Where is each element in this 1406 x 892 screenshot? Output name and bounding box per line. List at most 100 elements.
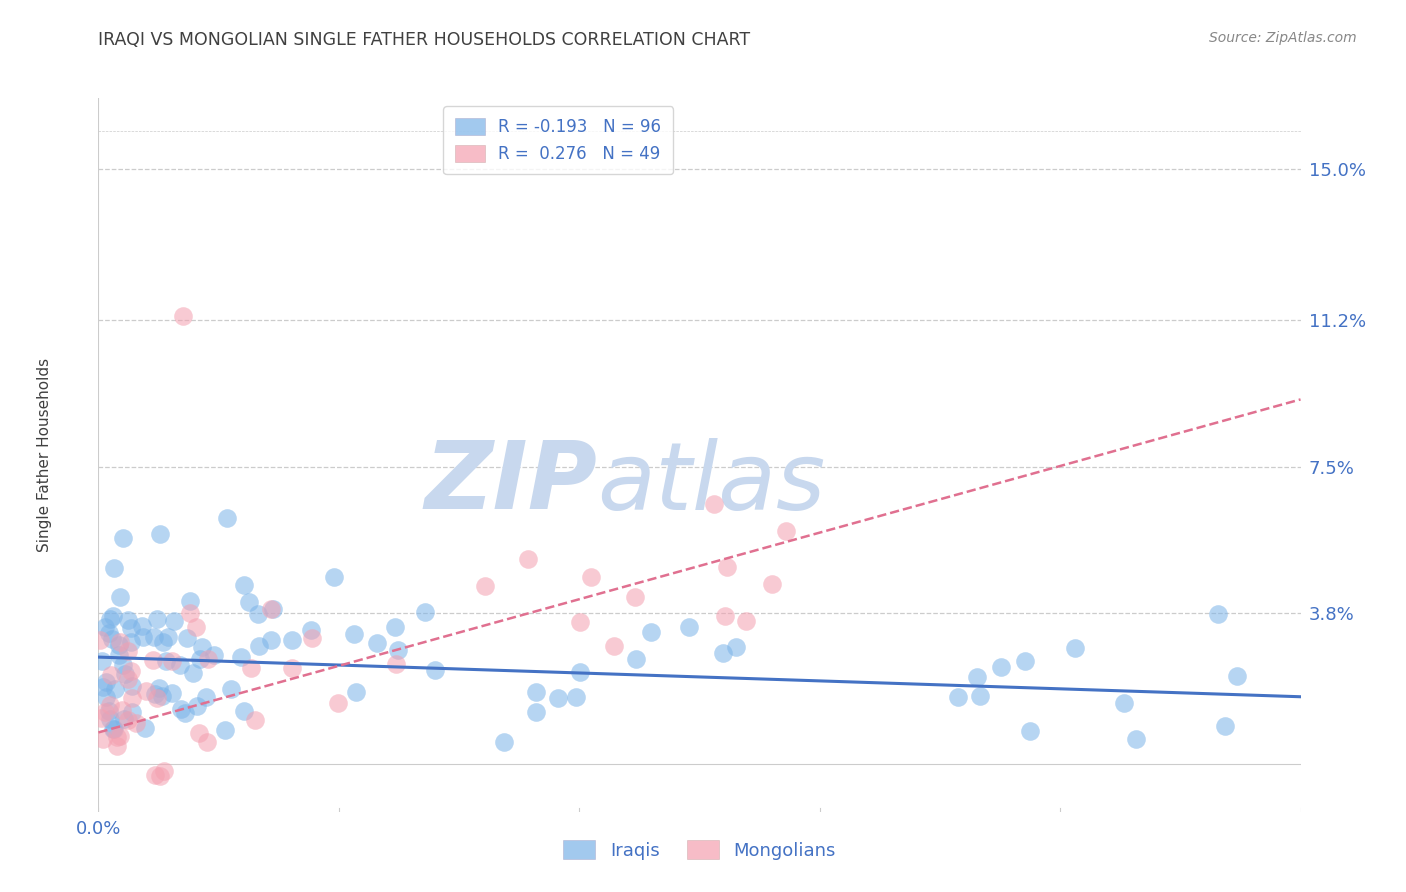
Point — [524, 685, 547, 699]
Point — [93, 731, 115, 746]
Point — [247, 639, 270, 653]
Point — [117, 644, 139, 658]
Point — [94, 705, 117, 719]
Point — [387, 643, 409, 657]
Point — [91, 655, 114, 669]
Point — [176, 631, 198, 645]
Point — [413, 605, 436, 619]
Point — [100, 668, 122, 682]
Point — [239, 661, 262, 675]
Point — [775, 524, 797, 539]
Point — [384, 620, 406, 634]
Point — [195, 735, 218, 749]
Point — [238, 595, 260, 609]
Point — [626, 652, 648, 666]
Point — [197, 652, 219, 666]
Point — [162, 654, 184, 668]
Point — [186, 698, 208, 713]
Point — [299, 624, 322, 638]
Point — [155, 654, 177, 668]
Point — [146, 690, 169, 705]
Point — [125, 716, 148, 731]
Point — [761, 576, 783, 591]
Point — [105, 739, 128, 753]
Point — [143, 768, 166, 782]
Point — [121, 706, 143, 720]
Point — [716, 560, 738, 574]
Point — [114, 666, 136, 681]
Point — [91, 680, 114, 694]
Point — [1206, 607, 1229, 621]
Point — [703, 497, 725, 511]
Point — [232, 704, 254, 718]
Point — [142, 653, 165, 667]
Point — [247, 607, 270, 622]
Point — [117, 613, 139, 627]
Point — [946, 690, 969, 705]
Point — [640, 625, 662, 640]
Point — [97, 625, 120, 640]
Point — [170, 702, 193, 716]
Point — [524, 705, 547, 719]
Point — [149, 769, 172, 783]
Point — [117, 713, 139, 727]
Point — [969, 689, 991, 703]
Point — [131, 619, 153, 633]
Point — [120, 622, 142, 636]
Point — [301, 631, 323, 645]
Point — [134, 721, 156, 735]
Point — [623, 590, 645, 604]
Point — [231, 650, 253, 665]
Point — [157, 631, 180, 645]
Point — [101, 609, 124, 624]
Point — [169, 657, 191, 672]
Point — [94, 690, 117, 705]
Point — [569, 665, 592, 679]
Point — [135, 684, 157, 698]
Point — [713, 646, 735, 660]
Point — [111, 658, 134, 673]
Point — [132, 630, 155, 644]
Point — [1226, 669, 1249, 683]
Text: IRAQI VS MONGOLIAN SINGLE FATHER HOUSEHOLDS CORRELATION CHART: IRAQI VS MONGOLIAN SINGLE FATHER HOUSEHO… — [98, 31, 751, 49]
Point — [111, 703, 134, 717]
Point — [1112, 696, 1135, 710]
Point — [344, 684, 367, 698]
Point — [1014, 655, 1036, 669]
Point — [547, 690, 569, 705]
Point — [94, 675, 117, 690]
Point — [152, 635, 174, 649]
Point — [188, 652, 211, 666]
Point — [107, 730, 129, 744]
Point — [219, 681, 242, 696]
Point — [121, 690, 143, 705]
Point — [343, 627, 366, 641]
Point — [90, 711, 112, 725]
Point — [101, 632, 124, 647]
Point — [281, 632, 304, 647]
Point — [966, 670, 988, 684]
Point — [260, 602, 283, 616]
Point — [1019, 723, 1042, 738]
Point — [494, 735, 516, 749]
Point — [163, 614, 186, 628]
Point — [120, 664, 142, 678]
Point — [108, 729, 131, 743]
Point — [98, 612, 121, 626]
Point — [153, 764, 176, 778]
Point — [117, 672, 139, 686]
Point — [280, 661, 302, 675]
Point — [263, 602, 285, 616]
Point — [150, 689, 173, 703]
Point — [89, 632, 111, 647]
Point — [990, 660, 1012, 674]
Point — [724, 640, 747, 655]
Text: Single Father Households: Single Father Households — [37, 358, 52, 552]
Point — [385, 657, 408, 671]
Point — [366, 635, 388, 649]
Point — [184, 620, 207, 634]
Point — [110, 635, 132, 649]
Point — [108, 648, 131, 662]
Point — [214, 723, 236, 737]
Legend: Iraqis, Mongolians: Iraqis, Mongolians — [555, 833, 844, 867]
